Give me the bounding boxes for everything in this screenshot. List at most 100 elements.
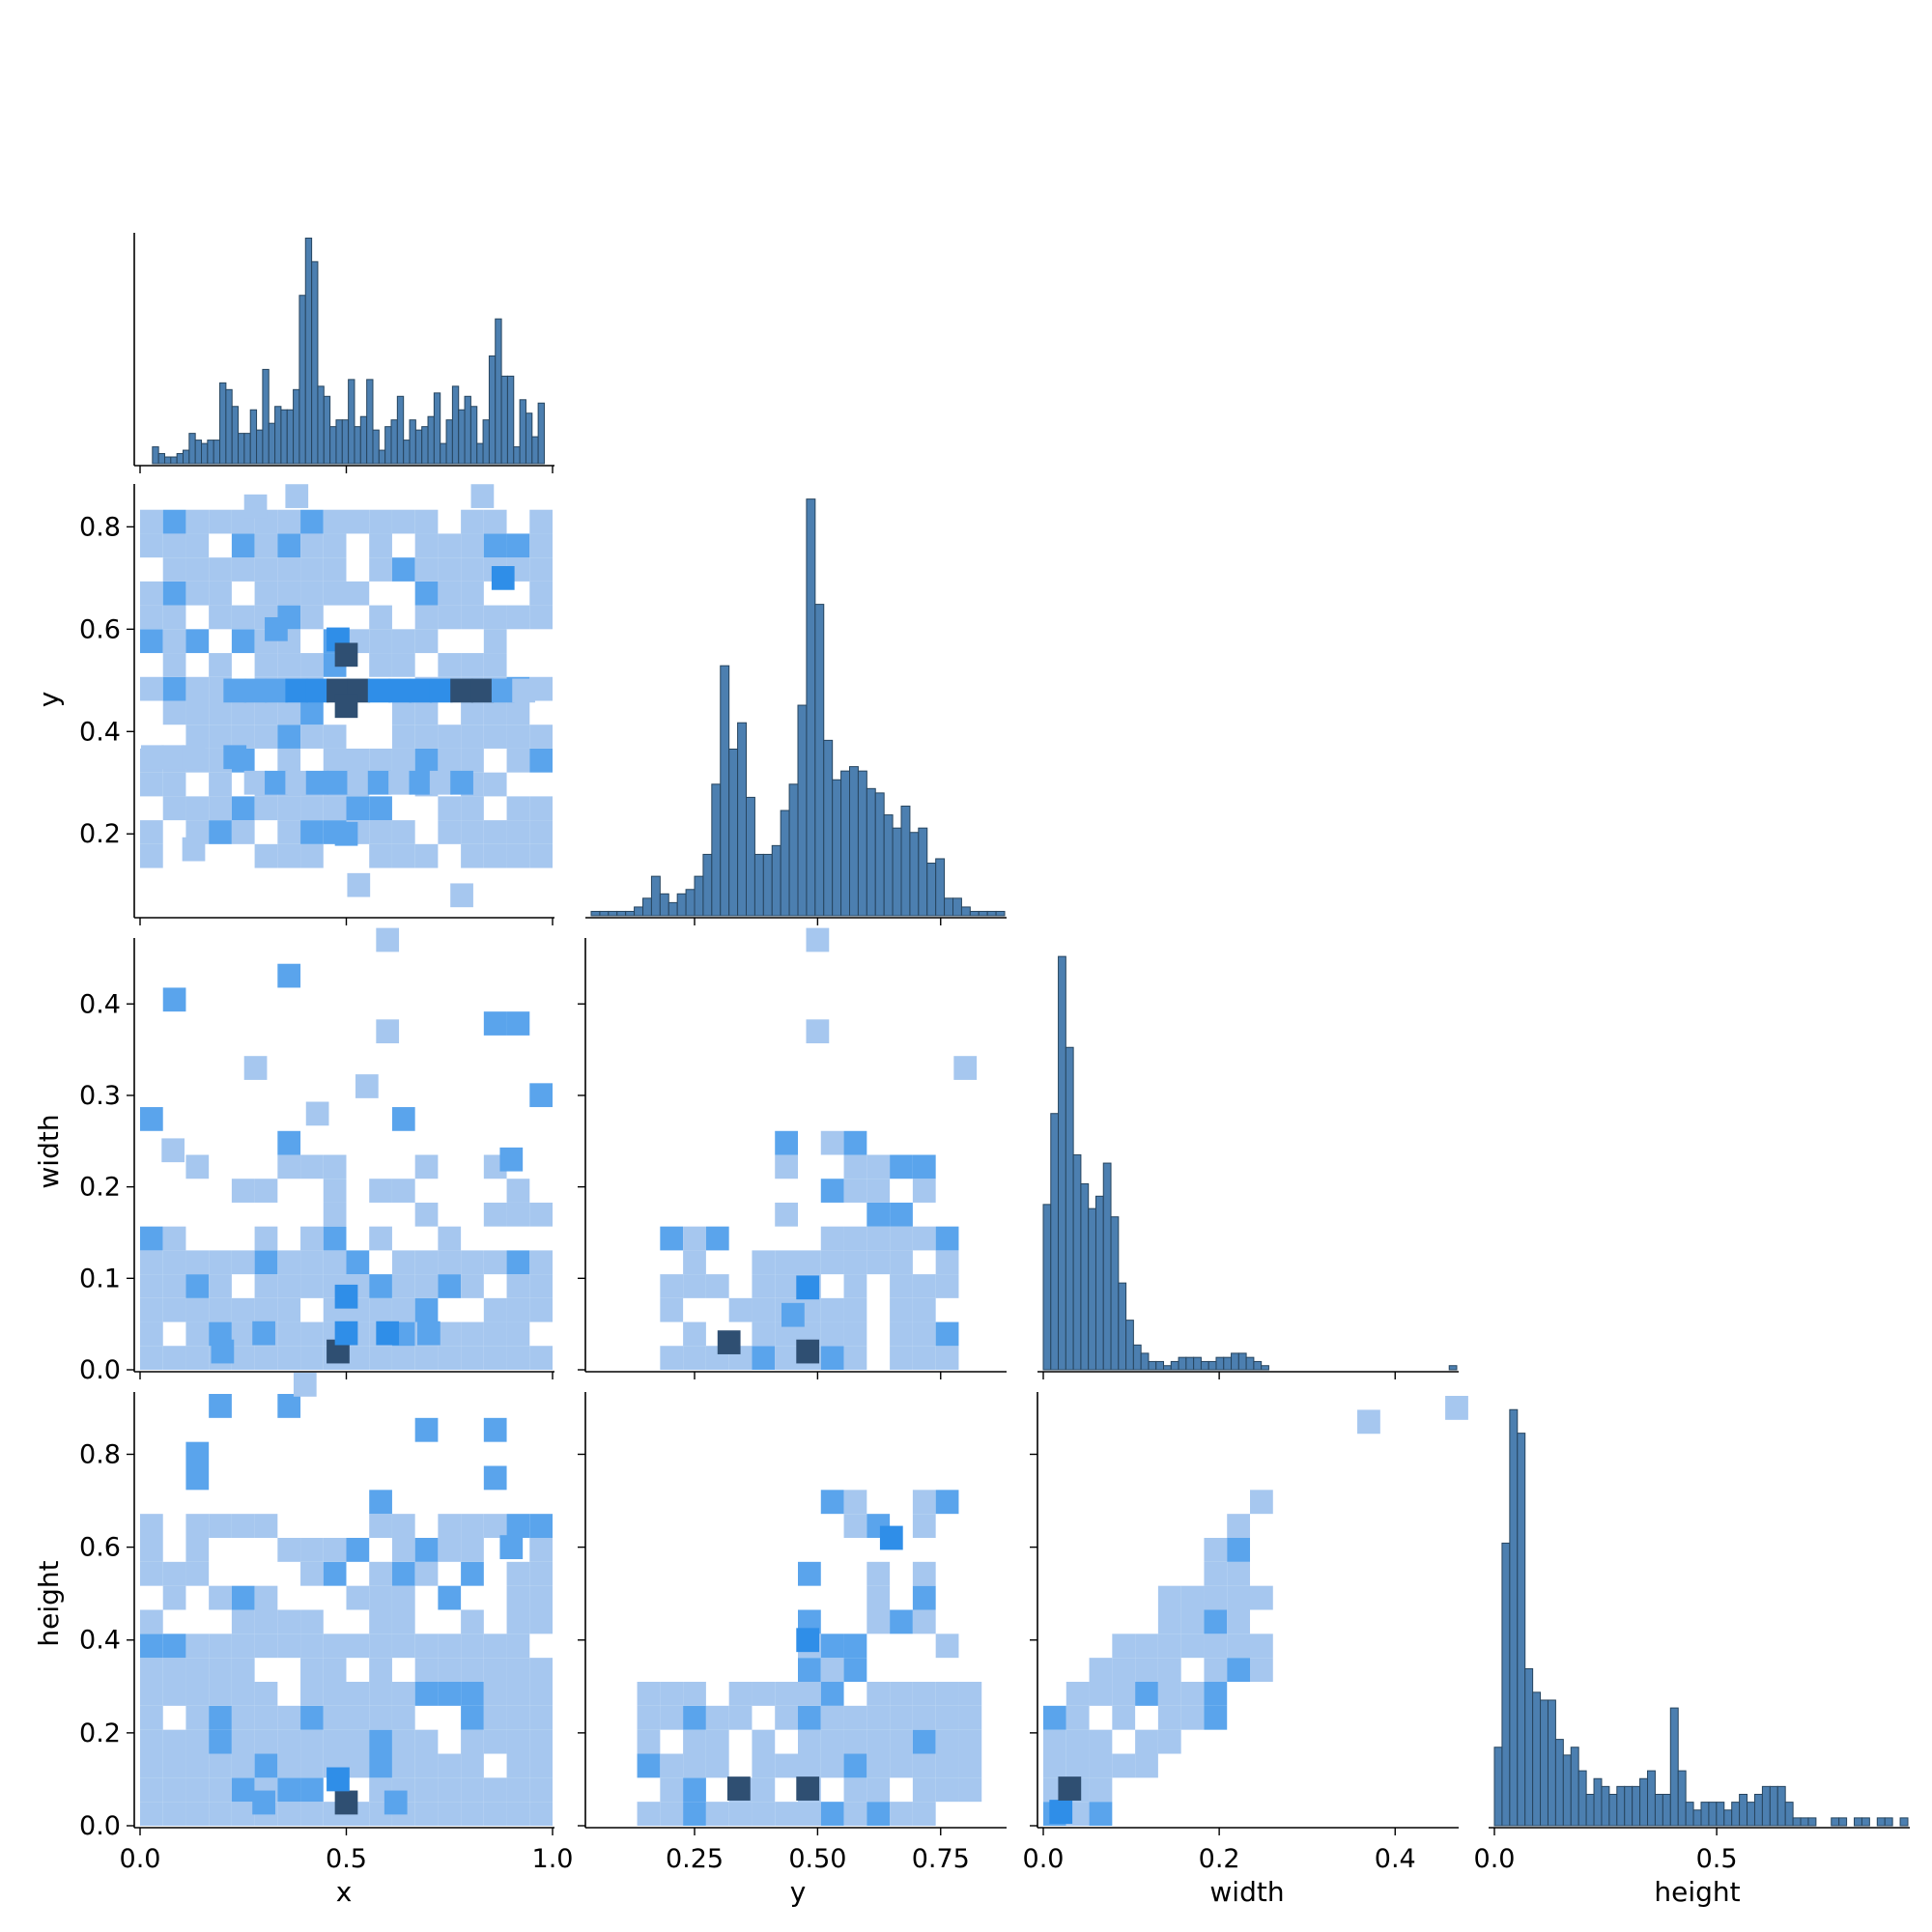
heatmap-cell [293, 1372, 317, 1397]
heatmap-cell [958, 1705, 982, 1730]
heatmap-cell [140, 1609, 163, 1634]
heatmap-cell [912, 1297, 936, 1322]
histogram-bar-width [1094, 1195, 1104, 1371]
heatmap-cell [506, 1658, 530, 1682]
heatmap-cell [843, 1130, 867, 1155]
heatmap-cell [265, 616, 288, 641]
heatmap-cell [162, 1634, 186, 1659]
heatmap-cell [185, 1321, 210, 1347]
heatmap-cell [1250, 1585, 1273, 1610]
heatmap-cell [483, 1705, 507, 1730]
heatmap-cell [529, 1202, 553, 1227]
heatmap-cell [506, 1705, 530, 1730]
heatmap-cell [254, 533, 278, 558]
heatmap-cell [300, 509, 324, 534]
heatmap-cell [277, 700, 301, 725]
histogram-bar-height [1861, 1817, 1870, 1827]
heatmap-cell [414, 533, 439, 558]
heatmap-cell [277, 1250, 301, 1275]
heatmap-cell [461, 557, 484, 582]
heatmap-cell [369, 1682, 392, 1706]
heatmap-cell [461, 1705, 484, 1730]
heatmap-cell [506, 605, 530, 630]
histogram-bar-width [1110, 1216, 1120, 1371]
histogram-bar-height [1577, 1770, 1587, 1827]
histogram-bar-x [433, 392, 441, 465]
heatmap-cell [752, 1346, 776, 1370]
heatmap-cell [461, 748, 484, 773]
heatmap-cell [1112, 1634, 1136, 1659]
heatmap-cell [277, 1538, 301, 1562]
heatmap-cell [391, 1346, 415, 1370]
heatmap-cell [843, 1753, 867, 1778]
heatmap-cell [391, 1585, 415, 1610]
heatmap-cell [391, 820, 415, 844]
heatmap-cell [209, 1682, 232, 1706]
heatmap-cell [414, 1682, 439, 1706]
heatmap-cell [391, 1297, 415, 1322]
heatmap-cell [414, 1777, 439, 1803]
heatmap-cell [843, 1634, 867, 1659]
heatmap-cell [277, 1705, 301, 1730]
heatmap-cell [162, 1682, 186, 1706]
heatmap-cell [483, 1250, 507, 1275]
histogram-bar-width [1223, 1356, 1233, 1371]
heatmap-cell [820, 1250, 844, 1275]
histogram-bar-x [249, 409, 258, 465]
heatmap-cell [209, 581, 232, 606]
heatmap-cell [438, 1250, 462, 1275]
heatmap-cell [414, 557, 439, 582]
heatmap-cell [683, 1250, 706, 1275]
x-tick-label: 0.4 [1375, 1844, 1416, 1874]
histogram-bar-width [1163, 1365, 1172, 1371]
heatmap-cell [162, 1729, 186, 1754]
heatmap-cell [483, 724, 507, 749]
heatmap-cell [346, 1682, 370, 1706]
heatmap-cell [140, 1346, 163, 1370]
heatmap-cell [285, 678, 309, 703]
heatmap-cell [775, 1705, 798, 1730]
heatmap-cell [231, 1346, 255, 1370]
heatmap-cell [285, 484, 309, 508]
heatmap-cell [231, 724, 255, 749]
heatmap-cell [438, 1346, 462, 1370]
heatmap-cell [369, 748, 392, 773]
heatmap-cell [346, 1346, 370, 1370]
heatmap-cell [300, 1538, 324, 1562]
heatmap-cell [391, 724, 415, 749]
heatmap-cell [323, 533, 347, 558]
histogram-bar-width [1231, 1352, 1239, 1371]
y-tick-label: 0.0 [79, 1811, 121, 1841]
heatmap-cell [254, 1346, 278, 1370]
heatmap-cell [391, 1705, 415, 1730]
heatmap-cell [461, 1682, 484, 1706]
heatmap-cell [209, 1658, 232, 1682]
histogram-bar-x [451, 385, 460, 465]
heatmap-cell [414, 1250, 439, 1275]
heatmap-cell [506, 748, 530, 773]
heatmap-cell [300, 700, 324, 725]
y-tick-label: 0.4 [79, 717, 121, 747]
heatmap-cell [461, 1634, 484, 1659]
heatmap-cell [450, 883, 473, 908]
heatmap-cell [185, 1705, 210, 1730]
heatmap-cell [912, 1490, 936, 1515]
heatmap-cell [935, 1777, 959, 1803]
heatmap-cell [683, 1802, 706, 1826]
histogram-bar-y [849, 766, 859, 917]
histogram-bar-height [1784, 1802, 1794, 1827]
x-tick-label: 0.25 [666, 1844, 724, 1874]
heatmap-cell [300, 843, 324, 868]
heatmap-cell [414, 509, 439, 534]
heatmap-cell [461, 1561, 484, 1586]
histogram-bar-width [1170, 1360, 1179, 1371]
heatmap-cell [705, 1729, 729, 1754]
heatmap-cell [414, 1634, 439, 1659]
heatmap-cell [391, 1250, 415, 1275]
heatmap-cell [912, 1777, 936, 1803]
heatmap-cell [305, 770, 329, 795]
heatmap-cell [450, 678, 473, 703]
histogram-bar-y [728, 748, 739, 917]
heatmap-cell [414, 581, 439, 606]
heatmap-cell [369, 1179, 392, 1203]
